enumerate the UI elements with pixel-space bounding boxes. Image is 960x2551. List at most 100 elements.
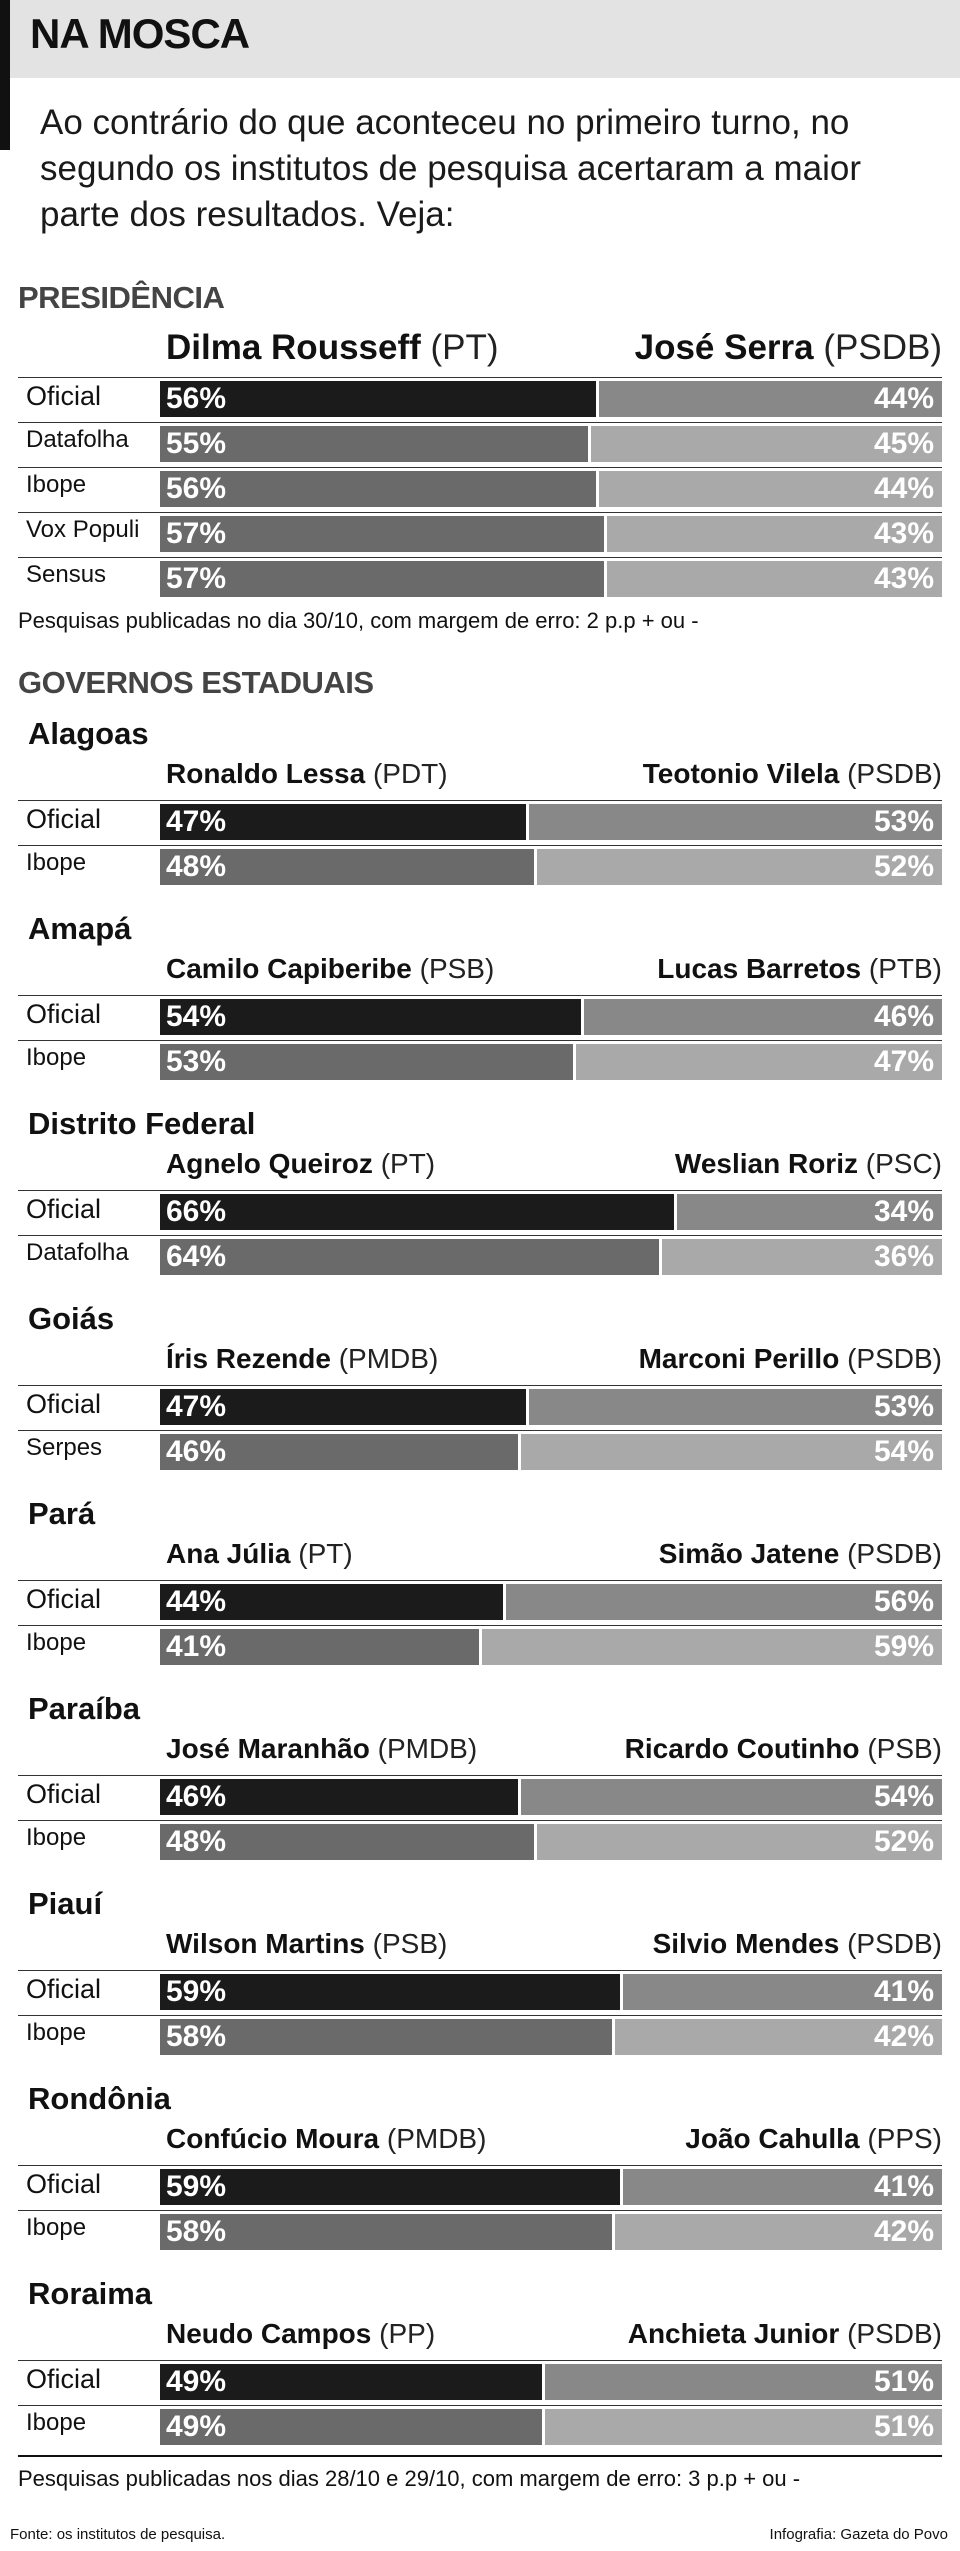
bar-left: 41%	[160, 1629, 479, 1665]
row-divider	[18, 512, 942, 513]
row-label: Oficial	[26, 2364, 102, 2394]
row-label: Oficial	[26, 1974, 102, 2004]
bar-left: 57%	[160, 561, 604, 597]
candidate-right: Simão Jatene (PSDB)	[659, 1538, 942, 1570]
candidate-party: (PSDB)	[847, 1538, 942, 1569]
row-label: Ibope	[26, 1044, 87, 1071]
state-name: Alagoas	[28, 716, 149, 751]
row-divider	[18, 2210, 942, 2211]
row-label: Oficial	[26, 999, 102, 1029]
bar-right: 43%	[607, 561, 942, 597]
row-divider	[18, 1775, 942, 1776]
row-divider	[18, 2165, 942, 2166]
candidate-name: Lucas Barretos	[657, 953, 862, 984]
candidate-party: (PP)	[379, 2318, 436, 2349]
row-label: Oficial	[26, 804, 102, 834]
bar-right: 41%	[623, 2169, 942, 2205]
candidate-name: Ana Júlia	[166, 1538, 291, 1569]
bar-right: 47%	[576, 1044, 942, 1080]
header-band	[0, 0, 960, 78]
candidate-name: João Cahulla	[685, 2123, 860, 2154]
state-name: Piauí	[28, 1886, 103, 1921]
candidate-party: (PTB)	[868, 953, 942, 984]
candidate-party: (PSC)	[865, 1148, 942, 1179]
candidate-name: Simão Jatene	[658, 1538, 840, 1569]
state-name: Pará	[28, 1496, 96, 1531]
row-divider	[18, 1430, 942, 1431]
candidate-left: Wilson Martins (PSB)	[166, 1928, 447, 1960]
candidate-party: (PMDB)	[386, 2123, 487, 2154]
bar-right: 52%	[537, 1824, 942, 1860]
note-presidencia: Pesquisas publicadas no dia 30/10, com m…	[18, 608, 699, 633]
bar-right: 36%	[662, 1239, 942, 1275]
candidate-name: Ronaldo Lessa	[166, 758, 366, 789]
bar-right: 41%	[623, 1974, 942, 2010]
row-divider	[18, 995, 942, 996]
row-divider	[18, 1040, 942, 1041]
row-divider	[18, 2015, 942, 2016]
bar-left: 53%	[160, 1044, 573, 1080]
candidate-name: Silvio Mendes	[652, 1928, 840, 1959]
candidate-name: Confúcio Moura	[166, 2123, 380, 2154]
candidate-party: (PSDB)	[847, 2318, 942, 2349]
bar-left: 47%	[160, 1389, 526, 1425]
row-label: Ibope	[26, 1824, 87, 1851]
candidate-party: (PSDB)	[847, 1928, 942, 1959]
row-label: Ibope	[26, 1629, 87, 1656]
candidate-left: José Maranhão (PMDB)	[166, 1733, 477, 1765]
candidate-name: José Maranhão	[166, 1733, 370, 1764]
bar-left: 57%	[160, 516, 604, 552]
row-label: Ibope	[26, 849, 87, 876]
bar-right: 54%	[521, 1434, 942, 1470]
row-divider	[18, 800, 942, 801]
candidate-name: Camilo Capiberibe	[166, 953, 412, 984]
candidate-party: (PMDB)	[338, 1343, 439, 1374]
candidate-name: Dilma Rousseff	[166, 328, 421, 367]
candidate-party: (PT)	[430, 328, 499, 367]
candidate-name: José Serra	[634, 328, 814, 367]
row-label: Oficial	[26, 1779, 102, 1809]
candidate-party: (PMDB)	[377, 1733, 478, 1764]
row-divider	[18, 1625, 942, 1626]
bar-right: 56%	[506, 1584, 942, 1620]
bar-left: 66%	[160, 1194, 674, 1230]
bar-left: 49%	[160, 2364, 542, 2400]
bar-left: 58%	[160, 2214, 612, 2250]
bar-right: 42%	[615, 2214, 942, 2250]
bar-right: 53%	[529, 1389, 942, 1425]
bar-right: 45%	[591, 426, 942, 462]
row-label: Serpes	[26, 1434, 103, 1461]
bar-left: 55%	[160, 426, 588, 462]
state-name: Paraíba	[28, 1691, 141, 1726]
section-title-governos: GOVERNOS ESTADUAIS	[18, 665, 374, 700]
bar-left: 46%	[160, 1434, 518, 1470]
candidate-right: Weslian Roriz (PSC)	[675, 1148, 942, 1180]
candidate-name: Ricardo Coutinho	[624, 1733, 860, 1764]
row-label: Datafolha	[26, 426, 129, 453]
row-divider	[18, 1385, 942, 1386]
candidate-name: Agnelo Queiroz	[166, 1148, 373, 1179]
state-name: Amapá	[28, 911, 132, 946]
bar-right: 54%	[521, 1779, 942, 1815]
row-divider	[18, 1190, 942, 1191]
bar-left: 46%	[160, 1779, 518, 1815]
candidate-party: (PT)	[380, 1148, 436, 1179]
intro-text: Ao contrário do que aconteceu no primeir…	[40, 103, 862, 234]
bar-left: 58%	[160, 2019, 612, 2055]
state-name: Distrito Federal	[28, 1106, 256, 1141]
candidate-right: João Cahulla (PPS)	[685, 2123, 942, 2155]
candidate-party: (PSB)	[419, 953, 495, 984]
candidate-party: (PPS)	[867, 2123, 942, 2154]
candidate-right: Teotonio Vilela (PSDB)	[643, 758, 942, 790]
row-label: Ibope	[26, 2409, 87, 2436]
candidate-right: Marconi Perillo (PSDB)	[639, 1343, 942, 1375]
row-label: Datafolha	[26, 1239, 129, 1266]
candidate-left: Ana Júlia (PT)	[166, 1538, 353, 1570]
row-label: Oficial	[26, 2169, 102, 2199]
bar-left: 59%	[160, 1974, 620, 2010]
bar-left: 54%	[160, 999, 581, 1035]
candidate-left: Íris Rezende (PMDB)	[166, 1343, 438, 1375]
row-divider	[18, 2405, 942, 2406]
row-label: Vox Populi	[26, 516, 140, 543]
candidate-name: Íris Rezende	[166, 1343, 331, 1374]
